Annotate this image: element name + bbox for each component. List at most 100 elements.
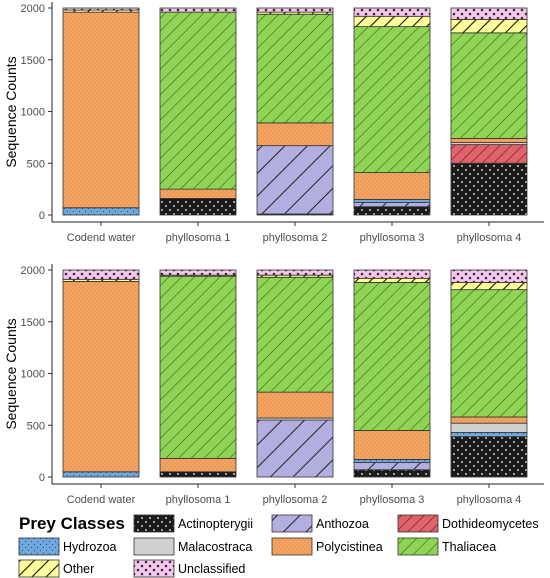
bar-phyllosoma-1 bbox=[159, 7, 237, 216]
bar-segment-anthozoa bbox=[256, 145, 334, 215]
legend-label: Hydrozoa bbox=[63, 540, 117, 554]
y-axis-label: Sequence Counts bbox=[3, 318, 19, 429]
bar-segment-other bbox=[450, 282, 528, 291]
x-tick-label: phyllosoma 3 bbox=[360, 494, 425, 506]
bar-segment-unclassified bbox=[353, 269, 431, 279]
y-tick-label: 1500 bbox=[21, 317, 45, 329]
legend-swatch bbox=[18, 537, 60, 556]
y-tick-label: 2000 bbox=[21, 265, 45, 277]
bar-segment-thaliacea bbox=[353, 282, 431, 431]
bar-segment-unclassified bbox=[159, 269, 237, 276]
bar-phyllosoma-2 bbox=[256, 269, 334, 478]
legend-title: Prey Classes bbox=[19, 514, 125, 533]
y-tick-label: 2000 bbox=[21, 3, 45, 15]
y-tick-label: 1000 bbox=[21, 369, 45, 381]
x-tick-label: Codend water bbox=[67, 232, 136, 244]
bar-codend-water bbox=[62, 7, 140, 216]
x-tick-label: Codend water bbox=[67, 494, 136, 506]
bar-segment-polycistinea bbox=[353, 172, 431, 200]
bar-segment-actinopterygii bbox=[353, 469, 431, 478]
bar-segment-hydrozoa bbox=[353, 199, 431, 203]
legend-label: Anthozoa bbox=[316, 517, 369, 531]
legend-label: Thaliacea bbox=[442, 540, 496, 554]
bar-codend-water bbox=[62, 269, 140, 478]
bar-segment-anthozoa bbox=[353, 462, 431, 471]
bar-segment-polycistinea bbox=[62, 11, 140, 209]
legend-label: Other bbox=[63, 562, 94, 576]
bar-segment-hydrozoa bbox=[353, 459, 431, 463]
bar-segment-polycistinea bbox=[159, 457, 237, 473]
bar-segment-hydrozoa bbox=[62, 207, 140, 216]
legend-swatch bbox=[271, 537, 313, 556]
bar-segment-unclassified bbox=[256, 269, 334, 276]
bar-phyllosoma-3 bbox=[353, 269, 431, 478]
legend-label: Unclassified bbox=[178, 562, 245, 576]
legend-label: Polycistinea bbox=[316, 540, 383, 554]
legend-label: Dothideomycetes bbox=[442, 517, 539, 531]
bar-segment-unclassified bbox=[256, 7, 334, 13]
bar-segment-unclassified bbox=[159, 7, 237, 13]
bar-segment-polycistinea bbox=[353, 430, 431, 460]
legend-label: Actinopterygii bbox=[178, 517, 253, 531]
bar-segment-unclassified bbox=[62, 7, 140, 11]
bar-segment-thaliacea bbox=[256, 13, 334, 124]
bar-segment-malacostraca bbox=[450, 422, 528, 433]
bar-segment-anthozoa bbox=[256, 419, 334, 478]
bar-segment-polycistinea bbox=[159, 188, 237, 199]
legend-swatch bbox=[271, 514, 313, 533]
x-tick-label: phyllosoma 4 bbox=[457, 232, 522, 244]
bar-phyllosoma-3 bbox=[353, 7, 431, 216]
bar-segment-actinopterygii bbox=[159, 471, 237, 478]
legend-item-other: Other bbox=[18, 559, 94, 578]
bar-segment-polycistinea bbox=[256, 122, 334, 147]
bar-phyllosoma-2 bbox=[256, 7, 334, 216]
bar-segment-other bbox=[353, 15, 431, 28]
y-tick-label: 500 bbox=[27, 158, 45, 170]
bar-segment-thaliacea bbox=[353, 26, 431, 173]
bar-segment-actinopterygii bbox=[353, 206, 431, 216]
bar-segment-polycistinea bbox=[450, 416, 528, 424]
bar-segment-unclassified bbox=[62, 269, 140, 280]
y-tick-label: 1000 bbox=[21, 107, 45, 119]
legend-item-unclassified: Unclassified bbox=[133, 559, 245, 578]
legend-item-hydrozoa: Hydrozoa bbox=[18, 537, 117, 556]
bar-segment-unclassified bbox=[450, 7, 528, 20]
legend-swatch bbox=[18, 559, 60, 578]
bar-phyllosoma-1 bbox=[159, 269, 237, 478]
x-tick-label: phyllosoma 4 bbox=[457, 494, 522, 506]
legend-swatch bbox=[397, 537, 439, 556]
legend-swatch bbox=[397, 514, 439, 533]
bar-segment-other bbox=[450, 18, 528, 34]
bar-segment-thaliacea bbox=[159, 275, 237, 459]
x-tick-label: phyllosoma 1 bbox=[166, 494, 231, 506]
x-tick-label: phyllosoma 3 bbox=[360, 232, 425, 244]
bar-segment-polycistinea bbox=[62, 280, 140, 473]
bar-segment-thaliacea bbox=[450, 32, 528, 139]
legend-swatch bbox=[133, 559, 175, 578]
bar-segment-hydrozoa bbox=[62, 471, 140, 478]
legend-item-dothideomycetes: Dothideomycetes bbox=[397, 514, 539, 533]
y-axis-label: Sequence Counts bbox=[3, 56, 19, 167]
bar-segment-actinopterygii bbox=[450, 162, 528, 216]
bar-segment-anthozoa bbox=[353, 202, 431, 208]
bar-segment-polycistinea bbox=[450, 138, 528, 143]
legend-label: Malacostraca bbox=[178, 540, 252, 554]
bar-segment-actinopterygii bbox=[159, 198, 237, 216]
bar-segment-unclassified bbox=[353, 7, 431, 17]
legend-item-polycistinea: Polycistinea bbox=[271, 537, 383, 556]
bar-segment-thaliacea bbox=[450, 289, 528, 418]
y-tick-label: 0 bbox=[39, 210, 45, 222]
legend-item-thaliacea: Thaliacea bbox=[397, 537, 496, 556]
bar-segment-polycistinea bbox=[256, 391, 334, 419]
bar-phyllosoma-4 bbox=[450, 7, 528, 216]
bar-segment-hydrozoa bbox=[450, 432, 528, 438]
bar-segment-actinopterygii bbox=[450, 436, 528, 478]
bar-segment-thaliacea bbox=[159, 11, 237, 190]
legend-swatch bbox=[133, 514, 175, 533]
x-tick-label: phyllosoma 2 bbox=[263, 232, 328, 244]
y-tick-label: 500 bbox=[27, 420, 45, 432]
bar-phyllosoma-4 bbox=[450, 269, 528, 478]
y-tick-label: 0 bbox=[39, 472, 45, 484]
chart-panel-2: 0 500 1000 1500 2000 Sequence Counts Codend wa… bbox=[3, 264, 544, 506]
chart-panel-1: 0 500 1000 1500 2000 Sequence Counts Codend wa… bbox=[3, 2, 544, 244]
